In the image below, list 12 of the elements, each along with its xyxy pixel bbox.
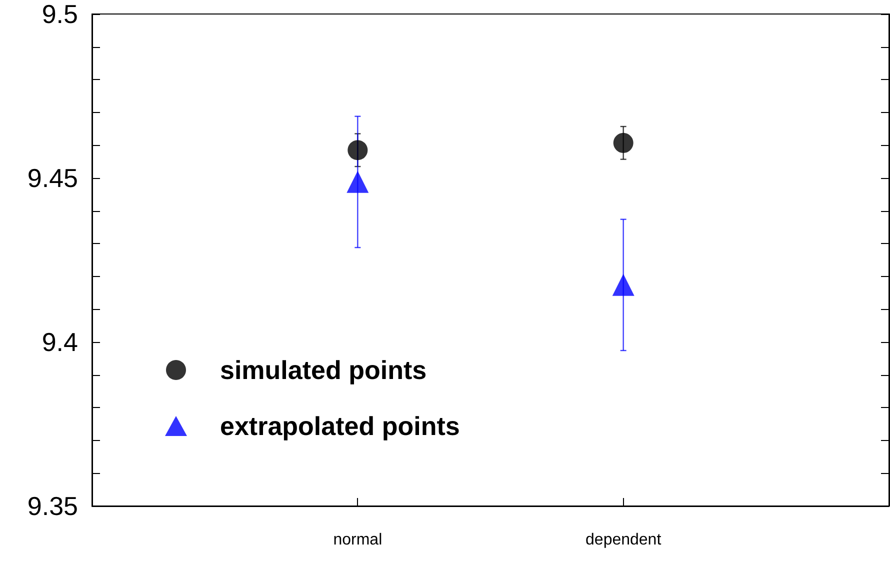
- y-tick-label: 9.35: [27, 491, 78, 521]
- x-tick-label: dependent: [586, 532, 662, 548]
- point: [613, 132, 634, 153]
- legend-label: simulated points: [220, 355, 427, 385]
- legend-label: extrapolated points: [220, 411, 460, 441]
- point: [612, 274, 634, 296]
- y-tick-label: 9.5: [42, 0, 78, 29]
- x-tick-label: normal: [333, 532, 382, 548]
- y-tick-label: 9.45: [27, 163, 78, 193]
- y-tick-label: 9.4: [42, 327, 78, 357]
- point: [348, 140, 368, 160]
- point: [346, 170, 369, 193]
